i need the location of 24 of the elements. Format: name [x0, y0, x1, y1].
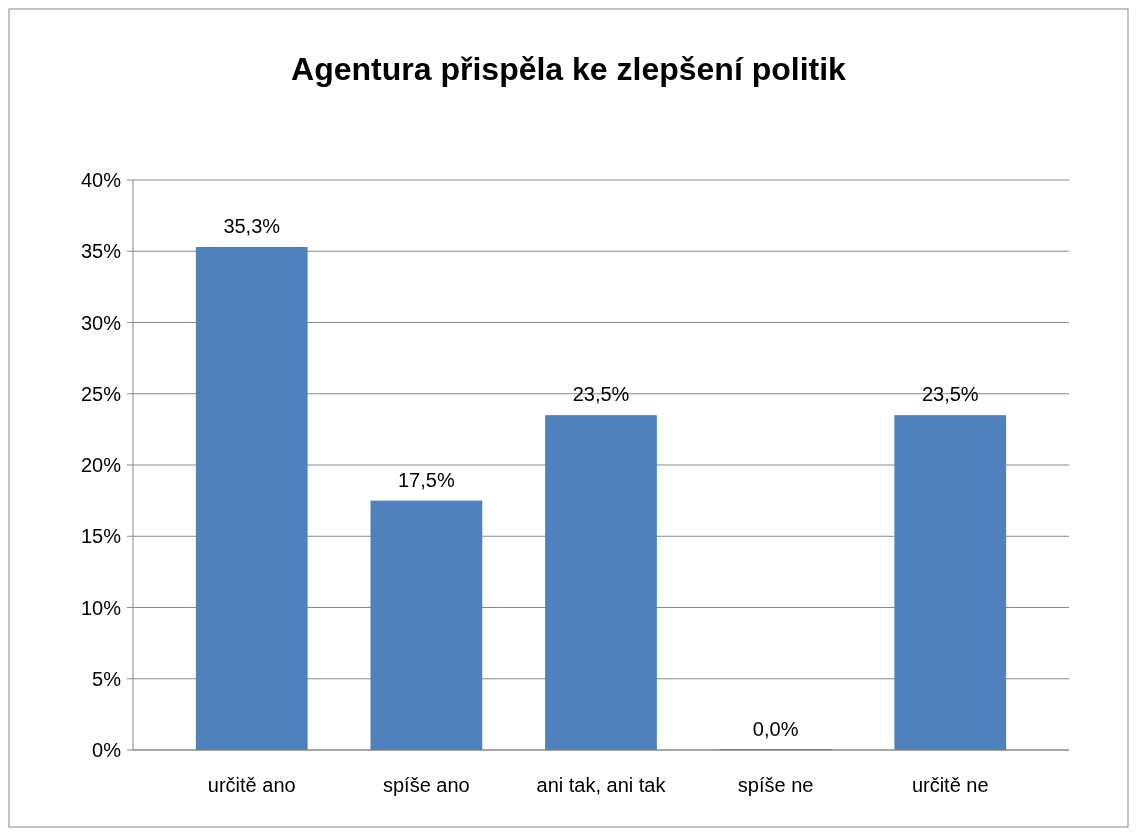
x-tick-label: ani tak, ani tak	[536, 774, 667, 796]
x-tick-label: určitě ano	[207, 774, 296, 796]
data-label: 0,0%	[752, 718, 799, 740]
bar	[195, 246, 308, 750]
x-tick-label: spíše ano	[383, 774, 470, 796]
y-tick-label: 25%	[80, 382, 122, 405]
x-tick-label: určitě ne	[911, 774, 989, 796]
bar	[545, 415, 657, 750]
bar	[370, 500, 483, 750]
data-label: 23,5%	[572, 383, 630, 406]
y-tick-label: 10%	[80, 596, 122, 619]
bar	[894, 415, 1007, 750]
y-tick-label: 5%	[92, 667, 122, 690]
data-label: 35,3%	[223, 214, 281, 237]
x-tick-label: spíše ne	[737, 774, 814, 796]
y-tick-label: 20%	[80, 454, 122, 476]
y-tick-label: 35%	[80, 240, 122, 263]
chart-title: Agentura přispěla ke zlepšení politik	[291, 51, 847, 87]
y-tick-label: 0%	[92, 739, 122, 761]
y-tick-label: 30%	[80, 311, 122, 334]
data-label: 23,5%	[921, 383, 979, 406]
data-label: 17,5%	[398, 468, 455, 491]
y-tick-label: 15%	[80, 525, 122, 548]
y-tick-label: 40%	[80, 169, 122, 191]
